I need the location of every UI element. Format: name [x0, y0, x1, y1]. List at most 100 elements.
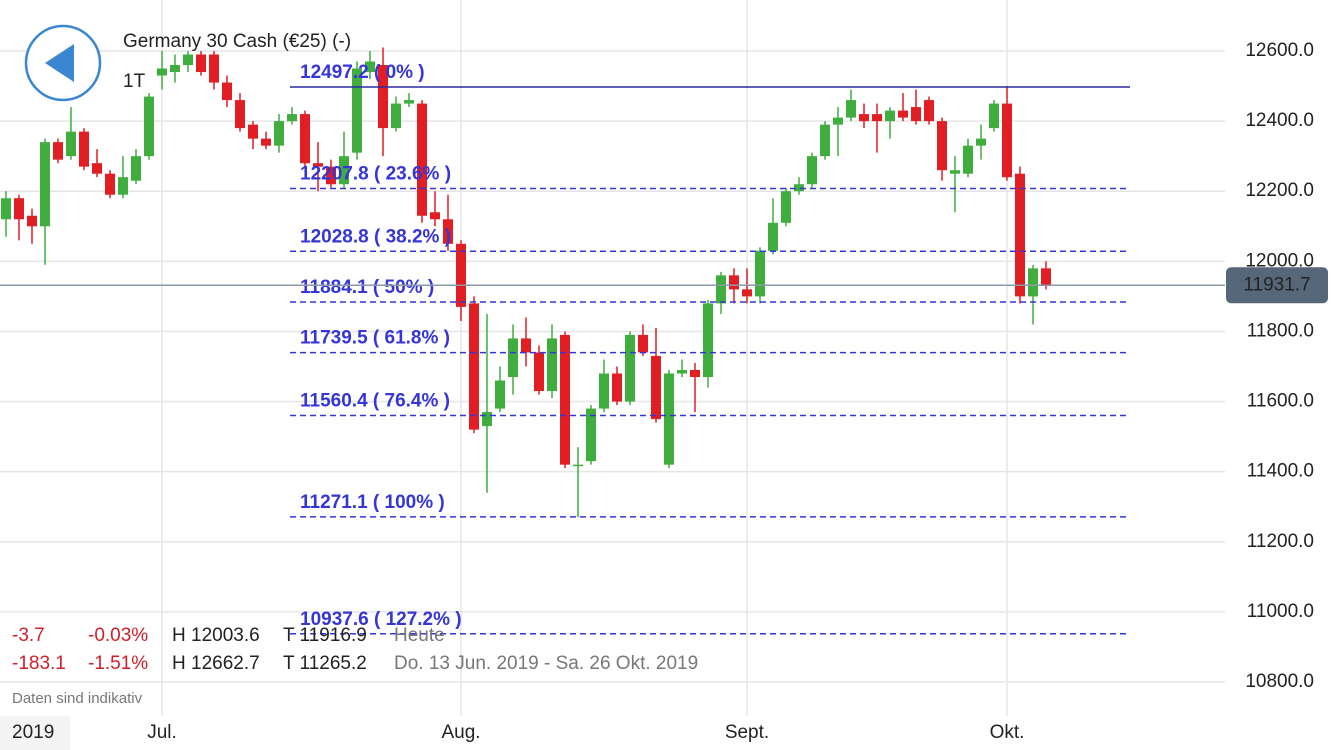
- candle-body: [40, 142, 50, 227]
- candle-body: [53, 142, 63, 160]
- y-tick-label: 11200.0: [1247, 531, 1314, 552]
- candle-body: [79, 131, 89, 167]
- candle-body: [755, 250, 765, 297]
- candle-body: [274, 121, 284, 146]
- candle-body: [508, 338, 518, 378]
- current-price-box: [1226, 267, 1328, 304]
- candle-body: [521, 338, 531, 353]
- candle-body: [794, 184, 804, 192]
- candle-body: [833, 117, 843, 125]
- fib-label: 11271.1 ( 100% ): [300, 492, 445, 513]
- candle-body: [898, 110, 908, 118]
- fib-label: 11884.1 ( 50% ): [300, 277, 434, 298]
- high: H 12003.6: [172, 625, 260, 646]
- fib-label: 12028.8 ( 38.2% ): [300, 226, 451, 247]
- percent: -1.51%: [88, 653, 148, 674]
- candle-body: [131, 156, 141, 181]
- candle-body: [1002, 103, 1012, 178]
- candle-body: [872, 114, 882, 122]
- year-box: [0, 716, 70, 750]
- candle-body: [742, 289, 752, 297]
- candle-body: [261, 138, 271, 146]
- candle-body: [378, 65, 388, 129]
- low: T 11916.9: [283, 625, 367, 646]
- marks: [1, 47, 1051, 518]
- x-tick-label: Aug.: [441, 722, 480, 743]
- change: -183.1: [12, 653, 66, 674]
- candle-body: [599, 373, 609, 409]
- fib-label: 11560.4 ( 76.4% ): [300, 390, 450, 411]
- period: 1T: [123, 71, 146, 92]
- candle-body: [469, 303, 479, 430]
- candle-body: [768, 222, 778, 251]
- candle-body: [989, 103, 999, 129]
- candle-body: [677, 370, 687, 374]
- fib-label: 11739.5 ( 61.8% ): [300, 328, 450, 349]
- candle-body: [1015, 173, 1025, 297]
- candle-body: [287, 114, 297, 122]
- candle-body: [625, 334, 635, 402]
- candle-body: [729, 275, 739, 290]
- candle-body: [547, 338, 557, 392]
- candle-body: [534, 352, 544, 392]
- fib-label: 10937.6 ( 127.2% ): [300, 609, 462, 630]
- candle-body: [924, 100, 934, 122]
- low: T 11265.2: [283, 653, 367, 674]
- candle-body: [92, 163, 102, 174]
- back-arrow[interactable]: [45, 44, 74, 82]
- y-tick-label: 12000.0: [1245, 250, 1314, 271]
- y-tick-label: 11800.0: [1247, 320, 1314, 341]
- candle-body: [222, 82, 232, 101]
- range: Heute: [394, 625, 445, 646]
- candle-body: [404, 100, 414, 104]
- candle-body: [326, 166, 336, 185]
- candle-body: [391, 103, 401, 129]
- candle-body: [248, 124, 258, 139]
- candle-body: [1041, 268, 1051, 286]
- candle-body: [950, 170, 960, 174]
- candle-body: [937, 121, 947, 171]
- y-tick-label: 12600.0: [1245, 40, 1314, 61]
- candle-body: [365, 61, 375, 73]
- candle-body: [807, 156, 817, 185]
- candle-body: [443, 219, 453, 244]
- candle-body: [651, 355, 661, 420]
- y-tick-label: 12400.0: [1245, 110, 1314, 131]
- candle-body: [820, 124, 830, 157]
- candle-body: [14, 198, 24, 220]
- candle-body: [1, 198, 11, 220]
- year: 2019: [12, 722, 54, 743]
- candle-body: [456, 243, 466, 307]
- range: Do. 13 Jun. 2019 - Sa. 26 Okt. 2019: [394, 653, 698, 674]
- y-tick-label: 11000.0: [1247, 601, 1314, 622]
- candle-body: [482, 412, 492, 427]
- y-tick-label: 10800.0: [1245, 671, 1314, 692]
- candle-body: [859, 114, 869, 122]
- y-tick-label: 11600.0: [1247, 391, 1314, 412]
- candle-body: [105, 173, 115, 195]
- candle-body: [183, 54, 193, 66]
- candle-body: [1028, 268, 1038, 297]
- candle-body: [586, 408, 596, 462]
- candle-body: [573, 464, 583, 467]
- candle-body: [144, 96, 154, 157]
- candle-body: [66, 131, 76, 157]
- percent: -0.03%: [88, 625, 148, 646]
- note: Daten sind indikativ: [12, 690, 143, 707]
- candle-body: [976, 138, 986, 146]
- candle-body: [495, 380, 505, 409]
- high: H 12662.7: [172, 653, 260, 674]
- candle-body: [638, 334, 648, 353]
- y-tick-label: 11400.0: [1247, 461, 1314, 482]
- candle-body: [560, 334, 570, 465]
- instrument-title: Germany 30 Cash (€25) (-): [123, 31, 351, 52]
- y-tick-label: 12200.0: [1245, 180, 1314, 201]
- fib-label: 12497.2 ( 0% ): [300, 62, 425, 83]
- candle-body: [196, 54, 206, 73]
- candle-body: [235, 100, 245, 129]
- change: -3.7: [12, 625, 45, 646]
- back-button[interactable]: [24, 24, 102, 102]
- candle-body: [430, 212, 440, 220]
- candle-body: [846, 100, 856, 118]
